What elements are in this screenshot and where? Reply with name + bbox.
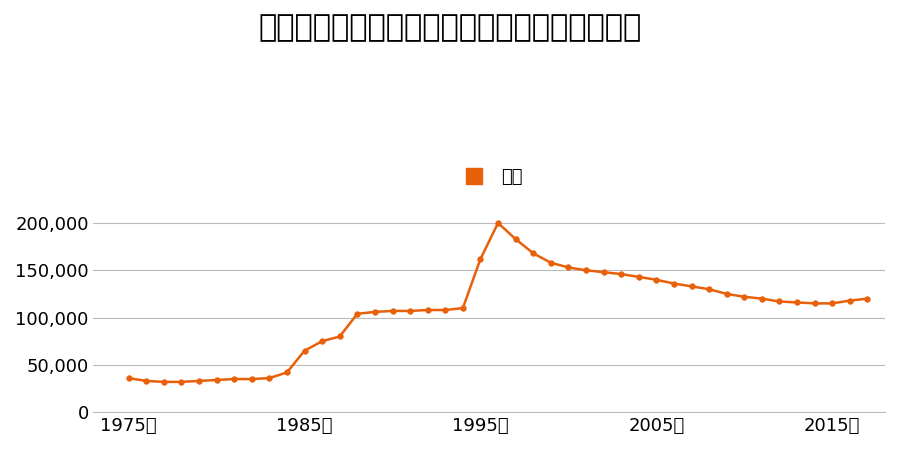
Legend: 価格: 価格 — [449, 161, 530, 194]
Text: 愛知県春日井市ことぶき町１５６番の地価推移: 愛知県春日井市ことぶき町１５６番の地価推移 — [258, 14, 642, 42]
